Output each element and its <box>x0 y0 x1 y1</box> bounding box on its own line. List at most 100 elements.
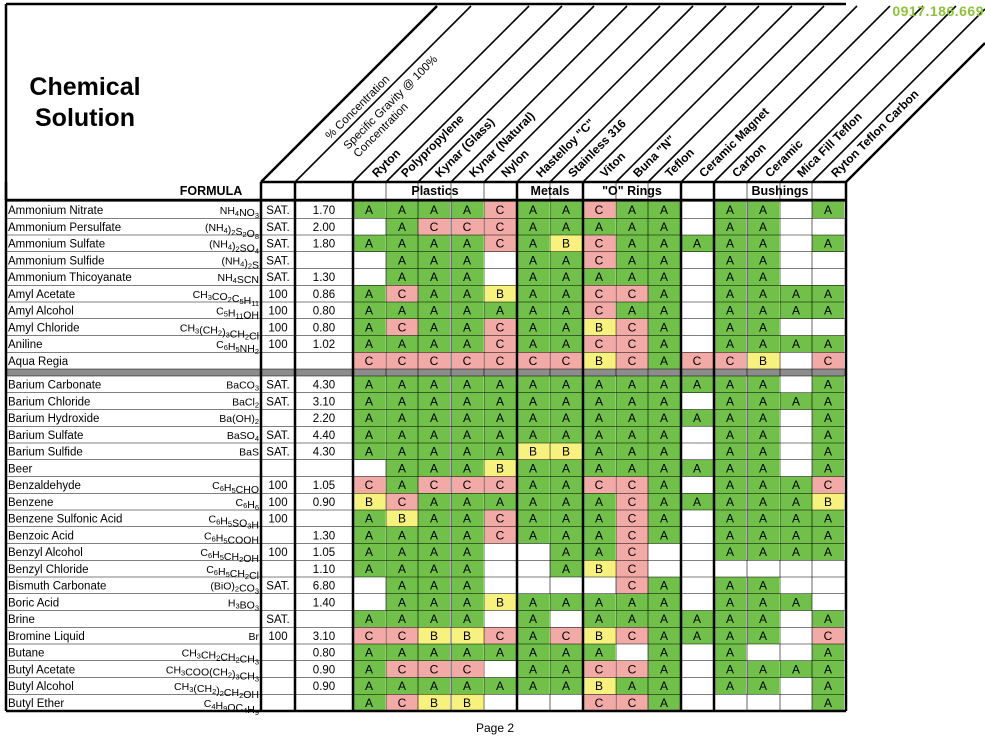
rating-cell <box>747 392 779 410</box>
rating-cell <box>648 577 680 594</box>
rating-cell <box>484 376 516 393</box>
rating-letter: A <box>824 287 832 301</box>
chemical-formula: BaCO3 <box>226 380 259 393</box>
rating-letter: A <box>792 528 800 542</box>
rating-cell <box>484 493 516 510</box>
chemical-name: Benzaldehyde <box>8 480 81 492</box>
rating-cell <box>353 543 385 561</box>
rating-cell <box>484 352 516 369</box>
rating-letter: A <box>398 237 406 251</box>
rating-letter: A <box>562 253 570 267</box>
rating-cell <box>648 268 680 286</box>
rating-cell <box>747 677 779 695</box>
rating-letter: A <box>660 354 668 368</box>
rating-cell <box>386 560 418 577</box>
rating-letter: C <box>595 287 604 301</box>
rating-cell <box>812 510 844 527</box>
rating-letter: A <box>430 394 438 408</box>
rating-cell <box>386 627 418 644</box>
specific-gravity-value: 4.30 <box>313 447 335 459</box>
rating-cell <box>648 627 680 644</box>
chemical-name: Ammonium Sulfate <box>8 239 105 251</box>
rating-letter: A <box>398 394 406 408</box>
rating-letter: A <box>660 411 668 425</box>
specific-gravity-value: 3.10 <box>313 631 335 643</box>
chemical-formula: CH3(CH2)2CH2OH <box>174 681 259 701</box>
diagonal-header-line <box>811 8 985 183</box>
specific-gravity-value: 0.86 <box>313 289 335 301</box>
rating-letter: C <box>628 545 637 559</box>
rating-cell <box>353 376 385 393</box>
rating-letter: A <box>726 629 734 643</box>
rating-cell <box>484 593 516 611</box>
rating-cell <box>353 476 385 494</box>
rating-letter: A <box>660 320 668 334</box>
rating-letter: A <box>759 629 767 643</box>
rating-cell <box>583 426 615 443</box>
rating-letter: A <box>463 495 471 509</box>
chemical-name: Aqua Regia <box>8 356 69 368</box>
rating-letter: A <box>562 662 570 676</box>
chemical-formula: C6H5CH2Cl <box>206 564 259 582</box>
rating-letter: A <box>759 304 767 318</box>
rating-cell <box>550 627 582 644</box>
rating-cell <box>353 352 385 369</box>
rating-letter: A <box>824 512 832 526</box>
rating-letter: A <box>463 595 471 609</box>
rating-letter: A <box>726 512 734 526</box>
rating-cell <box>418 510 450 527</box>
rating-letter: A <box>824 378 832 392</box>
rating-cell <box>747 510 779 527</box>
rating-cell <box>386 476 418 494</box>
rating-letter: C <box>595 478 604 492</box>
rating-letter: A <box>726 579 734 593</box>
rating-cell <box>418 543 450 561</box>
rating-letter: A <box>792 662 800 676</box>
rating-cell <box>550 677 582 695</box>
rating-letter: C <box>562 629 571 643</box>
rating-letter: C <box>398 354 407 368</box>
rating-letter: A <box>628 378 636 392</box>
rating-cell <box>648 392 680 410</box>
chemical-name: Barium Sulfate <box>8 430 83 442</box>
rating-letter: A <box>529 237 537 251</box>
chemical-formula: NH4SCN <box>217 272 259 286</box>
rating-cell <box>386 543 418 561</box>
rating-cell <box>616 392 648 410</box>
rating-letter: C <box>496 354 505 368</box>
chemical-formula: BaSO4 <box>227 430 259 443</box>
specific-gravity-value: 4.30 <box>313 380 335 392</box>
chemical-name: Benzyl Alcohol <box>8 547 83 559</box>
formula-header: FORMULA <box>180 184 243 198</box>
rating-cell <box>616 476 648 494</box>
rating-letter: A <box>726 237 734 251</box>
rating-cell <box>451 526 483 544</box>
rating-letter: A <box>463 337 471 351</box>
rating-letter: A <box>398 337 406 351</box>
rating-cell <box>517 285 549 302</box>
rating-letter: A <box>463 203 471 217</box>
rating-cell <box>681 376 713 393</box>
rating-cell <box>714 218 746 235</box>
rating-letter: A <box>824 662 832 676</box>
rating-letter: A <box>824 428 832 442</box>
rating-cell <box>451 443 483 460</box>
rating-cell <box>517 268 549 286</box>
rating-cell <box>451 694 483 711</box>
rating-cell <box>583 493 615 510</box>
diagonal-header-line <box>582 5 760 183</box>
rating-letter: A <box>529 378 537 392</box>
concentration-value: SAT. <box>266 581 289 593</box>
rating-cell <box>747 459 779 477</box>
rating-cell <box>418 352 450 369</box>
rating-letter: B <box>496 595 504 609</box>
rating-cell <box>616 660 648 678</box>
rating-cell <box>484 443 516 460</box>
rating-cell <box>484 235 516 252</box>
rating-cell <box>616 543 648 561</box>
rating-cell <box>648 476 680 494</box>
rating-letter: C <box>463 220 472 234</box>
rating-cell <box>517 660 549 678</box>
rating-letter: A <box>430 495 438 509</box>
rating-cell <box>418 302 450 319</box>
